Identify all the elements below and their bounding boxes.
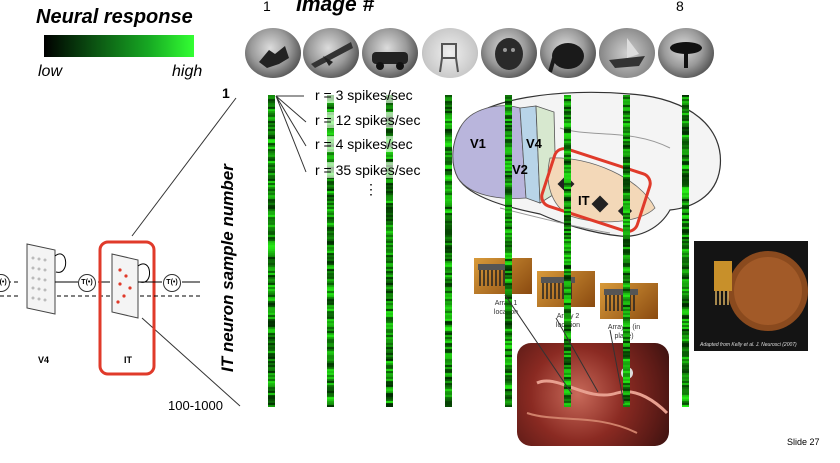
penny-array-photo [694, 241, 808, 351]
response-column-1 [268, 95, 275, 407]
legend-low-label: low [38, 63, 63, 80]
response-column-6 [564, 95, 571, 407]
thumb-image-5 [481, 28, 537, 78]
transform-circle-3: T(•) [163, 274, 181, 292]
rate-label-1: r = 3 spikes/sec [315, 87, 413, 103]
response-column-2 [327, 95, 334, 407]
diagram-label-it: IT [124, 355, 132, 365]
rate-label-4: r = 35 spikes/sec [315, 162, 421, 178]
thumb-image-8 [658, 28, 714, 78]
image-index-last: 8 [676, 0, 684, 14]
diagram-label-v4: V4 [38, 355, 50, 365]
response-column-3 [386, 95, 393, 407]
response-column-5 [505, 95, 512, 407]
response-column-8 [682, 95, 689, 407]
thumb-image-6 [540, 28, 596, 78]
legend-title: Neural response [36, 6, 193, 28]
neuron-axis-title: IT neuron sample number [218, 164, 237, 372]
thumb-image-4 [422, 28, 478, 78]
v4-it-diagram [0, 240, 200, 376]
thumb-image-2 [303, 28, 359, 78]
surgery-photo [517, 343, 669, 446]
thumb-image-1 [245, 28, 301, 78]
neuron-index-first: 1 [222, 85, 230, 101]
rate-label-2: r = 12 spikes/sec [315, 112, 421, 128]
thumb-image-3 [362, 28, 418, 78]
neuron-index-last: 100-1000 [168, 398, 223, 413]
thumb-image-7 [599, 28, 655, 78]
brain-label-v1: V1 [470, 136, 486, 151]
image-index-first: 1 [263, 0, 271, 14]
response-column-4 [445, 95, 452, 407]
photo-credit: Adapted from Kelly et al. J. Neurosci (2… [700, 342, 797, 348]
brain-label-it: IT [578, 193, 590, 208]
brain-illustration [452, 91, 722, 237]
brain-label-v4: V4 [526, 136, 542, 151]
transform-circle-2: T(•) [78, 274, 96, 292]
slide-number: Slide 27 [787, 437, 820, 447]
color-scale-bar [44, 35, 194, 57]
response-column-7 [623, 95, 630, 407]
brain-label-v2: V2 [512, 162, 528, 177]
rate-label-3: r = 4 spikes/sec [315, 136, 413, 152]
image-axis-title: Image # [296, 0, 375, 16]
legend-high-label: high [172, 63, 203, 80]
rate-continuation-dots: ⋮ [364, 181, 378, 197]
array-1-photo [474, 258, 532, 294]
